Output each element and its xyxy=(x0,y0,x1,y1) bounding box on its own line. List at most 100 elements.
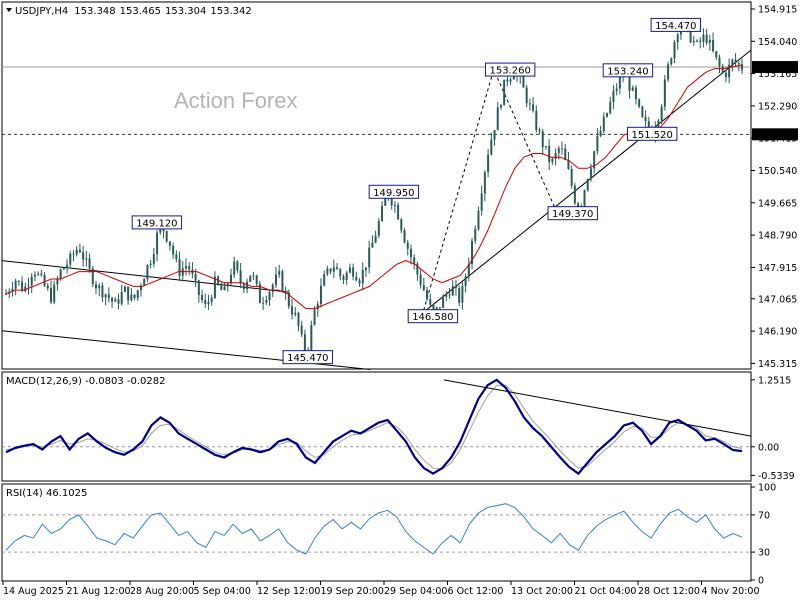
candle xyxy=(355,271,358,282)
candle-body xyxy=(46,285,49,289)
candle xyxy=(329,268,332,275)
ohlc-high: 153.465 xyxy=(120,6,161,17)
candle xyxy=(532,97,535,113)
candle-body xyxy=(274,274,277,285)
candle-body xyxy=(117,299,120,304)
candle-body xyxy=(368,247,371,268)
candle-body xyxy=(120,291,123,304)
candle xyxy=(127,286,130,305)
candle-body xyxy=(721,66,724,73)
candle-body xyxy=(512,76,515,80)
candle xyxy=(705,28,708,46)
candle-body xyxy=(419,274,422,286)
candle-body xyxy=(197,280,200,295)
candle xyxy=(220,281,223,291)
candle xyxy=(535,105,538,133)
candle-body xyxy=(676,34,679,43)
candle-body xyxy=(532,104,535,111)
candle-body xyxy=(210,297,213,302)
price-tick-label: 150.540 xyxy=(758,166,797,177)
candle-body xyxy=(393,205,396,207)
candle xyxy=(207,294,210,310)
candle xyxy=(326,265,329,277)
candle-body xyxy=(323,274,326,286)
candle xyxy=(175,250,178,263)
candle xyxy=(667,61,670,82)
candle-body xyxy=(165,231,168,242)
candle-body xyxy=(381,205,384,222)
candle-body xyxy=(638,99,641,107)
candle-body xyxy=(426,290,429,300)
candle xyxy=(11,281,14,297)
candle-body xyxy=(310,324,313,351)
candle xyxy=(104,293,107,306)
candle xyxy=(400,218,403,233)
candle xyxy=(53,280,56,305)
candle-body xyxy=(618,76,621,89)
candle xyxy=(374,230,377,244)
price-tick-label: 152.290 xyxy=(758,101,797,112)
candle xyxy=(445,290,448,302)
candle-body xyxy=(316,304,319,310)
candle xyxy=(78,243,81,254)
candle-body xyxy=(715,51,718,58)
candle-body xyxy=(615,88,618,91)
candle xyxy=(268,290,271,307)
candle-body xyxy=(538,130,541,132)
candle-body xyxy=(551,158,554,163)
badge-label: 151.520 xyxy=(757,130,796,141)
candle xyxy=(168,241,171,251)
candle xyxy=(406,239,409,256)
candle xyxy=(541,128,544,155)
candle-body xyxy=(554,153,557,159)
candle-body xyxy=(416,263,419,275)
candle-body xyxy=(281,271,284,292)
price-tick-label: 145.315 xyxy=(758,359,797,370)
price-tick-label: 146.190 xyxy=(758,327,797,338)
collapse-triangle-icon[interactable] xyxy=(6,8,12,12)
candle-body xyxy=(236,261,239,271)
candle-body xyxy=(429,299,432,305)
candle xyxy=(364,267,367,277)
candle xyxy=(564,143,567,161)
candle-body xyxy=(712,40,715,52)
candle-body xyxy=(609,101,612,114)
candle xyxy=(551,157,554,165)
candle-body xyxy=(567,159,570,169)
candle xyxy=(458,285,461,306)
swing-annotations: 149.120 145.470 149.950 146.580 153.260 149.3… xyxy=(131,17,701,365)
candle-body xyxy=(326,268,329,275)
candle-body xyxy=(377,221,380,236)
candle-body xyxy=(339,269,342,277)
candle-body xyxy=(278,271,281,275)
candle xyxy=(56,275,59,291)
time-tick-label: 6 Oct 12:00 xyxy=(448,586,504,597)
candle-body xyxy=(223,286,226,291)
annotation-box xyxy=(650,17,701,32)
candle-body xyxy=(69,253,72,265)
candle-body xyxy=(201,294,204,301)
candle-body xyxy=(593,151,596,169)
annotation-149.370: 149.370 xyxy=(547,206,598,221)
candle-body xyxy=(53,284,56,303)
candle-body xyxy=(246,281,249,290)
candle-body xyxy=(364,267,367,271)
time-tick-label: 29 Sep 04:00 xyxy=(384,586,447,597)
candle xyxy=(593,150,596,174)
candle-body xyxy=(660,106,663,121)
candle-body xyxy=(207,301,210,305)
candle-body xyxy=(62,268,65,270)
candle-body xyxy=(139,285,142,291)
candle xyxy=(381,200,384,223)
candle-body xyxy=(628,74,631,91)
candle xyxy=(27,277,30,295)
candle-body xyxy=(59,269,62,280)
candle-body xyxy=(30,276,33,286)
time-tick-label: 5 Sep 04:00 xyxy=(194,586,251,597)
price-badges: 153.342 151.520 xyxy=(752,61,798,141)
price-tick-label: 154.040 xyxy=(758,37,797,48)
dashed-projection-line xyxy=(421,72,494,317)
candle-body xyxy=(229,274,232,284)
macd-trendline xyxy=(443,379,752,437)
